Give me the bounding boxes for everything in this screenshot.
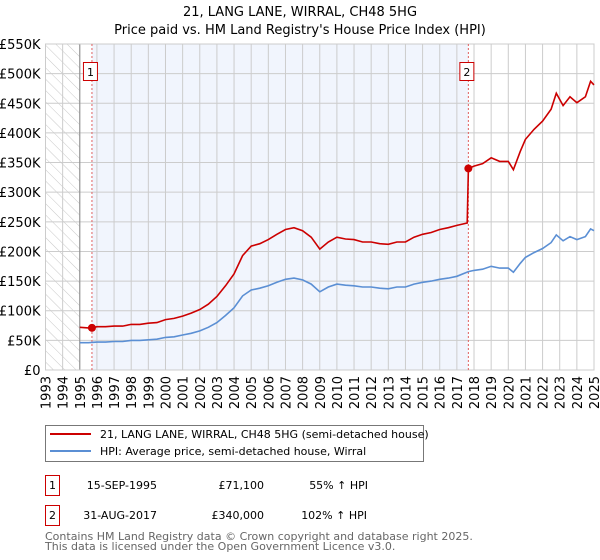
- sale-label-box-1: [82, 62, 98, 81]
- x-tick-label: 2011: [348, 376, 363, 409]
- sale-marker-box: [45, 505, 60, 526]
- x-tick-label: 2023: [554, 376, 569, 409]
- y-tick-label: £550K: [0, 38, 41, 53]
- y-tick-label: £200K: [0, 245, 41, 260]
- sale-row-2: 2 31-AUG-2017 £340,000 102% ↑ HPI: [45, 505, 367, 526]
- y-tick-label: £500K: [0, 68, 41, 83]
- sale-date: 15-SEP-1995: [87, 479, 157, 492]
- x-tick-label: 2015: [417, 376, 432, 409]
- sale-marker: 1: [49, 479, 56, 492]
- x-tick-label: 2009: [314, 376, 329, 409]
- x-tick-label: 1993: [40, 376, 55, 409]
- legend-box: [45, 425, 424, 462]
- sale-price: £340,000: [212, 509, 265, 522]
- property-price-line: [79, 79, 595, 329]
- y-tick-label: £50K: [7, 334, 41, 349]
- y-tick-label: £350K: [0, 157, 41, 172]
- y-tick-label: £150K: [0, 275, 41, 290]
- x-tick-label: 2025: [588, 376, 600, 409]
- y-tick-label: £100K: [0, 305, 41, 320]
- plot-border: [45, 43, 595, 371]
- x-tick-label: 2018: [468, 376, 483, 409]
- sale-marker-box: [45, 475, 60, 496]
- x-tick-label: 1999: [142, 376, 157, 409]
- sale-hpi-change: 102% ↑ HPI: [301, 509, 367, 522]
- x-tick-label: 2000: [159, 376, 174, 409]
- x-tick-label: 2024: [571, 376, 586, 409]
- chart-title: 21, LANG LANE, WIRRAL, CH48 5HG: [183, 5, 417, 20]
- footer-copyright: Contains HM Land Registry data © Crown c…: [45, 530, 473, 543]
- y-tick-label: £400K: [0, 127, 41, 142]
- x-tick-label: 2019: [485, 376, 500, 409]
- x-tick-label: 2007: [279, 376, 294, 409]
- sale-price: £71,100: [219, 479, 265, 492]
- x-tick-label: 2012: [365, 376, 380, 409]
- hpi-line: [79, 227, 595, 344]
- x-tick-label: 2021: [519, 376, 534, 409]
- x-tick-label: 2010: [331, 376, 346, 409]
- x-tick-label: 2014: [399, 376, 414, 409]
- sale-label-2: 2: [463, 66, 470, 79]
- legend-label-hpi: HPI: Average price, semi-detached house,…: [100, 445, 366, 458]
- legend: 21, LANG LANE, WIRRAL, CH48 5HG (semi-de…: [45, 425, 429, 462]
- footer-licence: This data is licensed under the Open Gov…: [44, 540, 395, 553]
- sale-point-1: [87, 323, 96, 332]
- sales-table: 1 15-SEP-1995 £71,100 55% ↑ HPI 2 31-AUG…: [45, 475, 368, 526]
- y-tick-label: £300K: [0, 186, 41, 201]
- sale-hpi-change: 55% ↑ HPI: [309, 479, 368, 492]
- x-tick-label: 2008: [297, 376, 312, 409]
- sale-marker: 2: [49, 509, 56, 522]
- y-tick-label: £250K: [0, 216, 41, 231]
- x-tick-label: 2001: [177, 376, 192, 409]
- x-tick-label: 1995: [74, 376, 89, 409]
- chart-subtitle: Price paid vs. HM Land Registry's House …: [114, 23, 486, 38]
- sale-point-2: [464, 164, 473, 173]
- x-tick-label: 2006: [262, 376, 277, 409]
- x-tick-label: 2005: [245, 376, 260, 409]
- sale-row-1: 1 15-SEP-1995 £71,100 55% ↑ HPI: [45, 475, 368, 496]
- x-tick-label: 1994: [57, 376, 72, 409]
- x-tick-label: 2013: [382, 376, 397, 409]
- x-tick-label: 2002: [194, 376, 209, 409]
- x-tick-label: 2016: [434, 376, 449, 409]
- y-tick-label: £450K: [0, 97, 41, 112]
- x-tick-label: 2020: [502, 376, 517, 409]
- sale-label-1: 1: [87, 66, 94, 79]
- x-tick-label: 2003: [211, 376, 226, 409]
- y-tick-label: £0: [24, 364, 41, 379]
- x-tick-label: 2022: [537, 376, 552, 409]
- sale-date: 31-AUG-2017: [83, 509, 157, 522]
- sale-label-box-2: [459, 62, 475, 81]
- x-tick-label: 1997: [108, 376, 123, 409]
- x-tick-label: 2017: [451, 376, 466, 409]
- legend-label-property: 21, LANG LANE, WIRRAL, CH48 5HG (semi-de…: [100, 428, 429, 441]
- x-tick-label: 1998: [125, 376, 140, 409]
- x-tick-label: 1996: [91, 376, 106, 409]
- x-tick-label: 2004: [228, 376, 243, 409]
